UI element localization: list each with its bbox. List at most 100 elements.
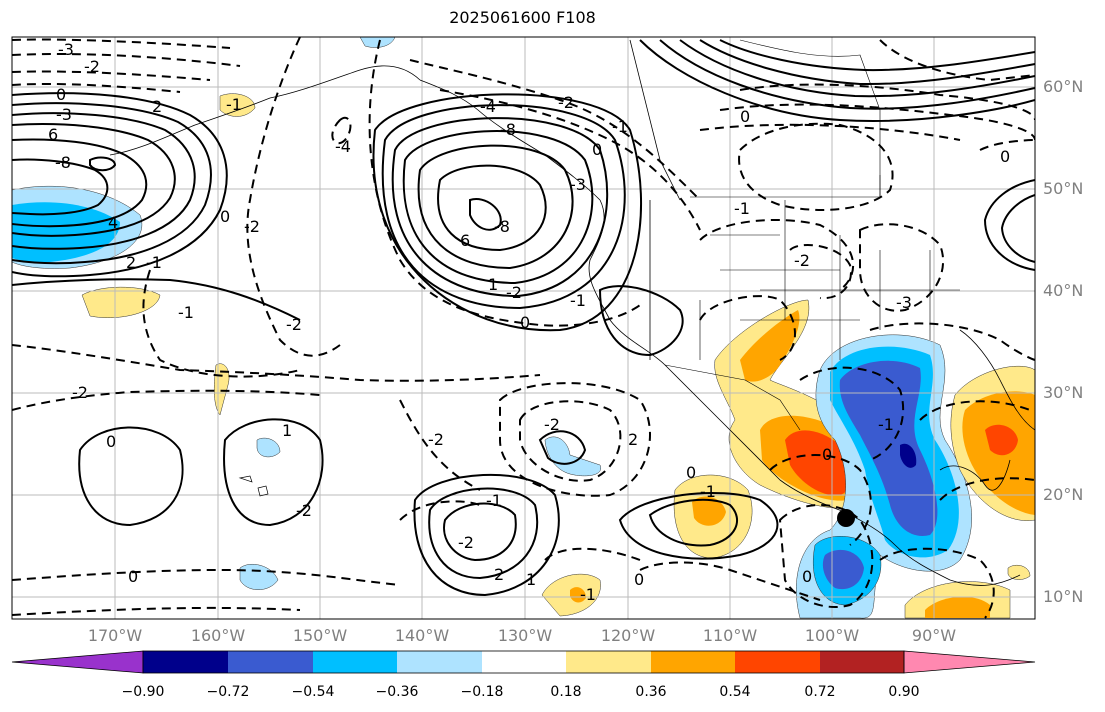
contours-solid xyxy=(12,39,1035,597)
contour-label: -2 xyxy=(296,501,312,520)
colorbar-swatch xyxy=(143,651,228,673)
contour-label: -2 xyxy=(794,251,810,270)
contour-label: 2 xyxy=(494,565,504,584)
colorbar-tick-label: −0.90 xyxy=(121,684,165,700)
contour-label: 2 xyxy=(628,430,638,449)
contour-label: -8 xyxy=(55,153,71,172)
contour-label: 1 xyxy=(282,421,292,440)
lat-label: 20°N xyxy=(1043,485,1084,504)
contour-label: 0 xyxy=(740,107,750,126)
colorbar-tick-label: 0.18 xyxy=(550,684,582,700)
shade-yellow xyxy=(1007,565,1031,580)
contour-label-group: -3 -2 0 -3 2 6 -8 4 2 -1 -1 -4 -2 -1 0 -… xyxy=(48,40,1010,604)
contour-label: 0 xyxy=(802,567,812,586)
colorbar-swatch xyxy=(228,651,313,673)
lon-label: 90°W xyxy=(911,626,957,645)
colorbar-swatch xyxy=(820,651,904,673)
contour-label: -1 xyxy=(226,95,242,114)
lon-label: 150°W xyxy=(292,626,348,645)
contour-label: 0 xyxy=(56,85,66,104)
contour-label: 1 xyxy=(488,275,498,294)
contour-label: 0 xyxy=(106,432,116,451)
contour-label: 2 xyxy=(126,253,136,272)
contour-label: 2 xyxy=(152,97,162,116)
lon-label: 130°W xyxy=(497,626,553,645)
contour-label: -1 xyxy=(178,303,194,322)
shade-light-blue xyxy=(544,436,602,477)
map-frame xyxy=(11,36,1036,620)
shade-red xyxy=(985,424,1018,456)
contour-label: 4 xyxy=(108,213,118,232)
contour-label: -3 xyxy=(896,293,912,312)
colorbar-max-extension xyxy=(903,650,1036,674)
lat-label: 40°N xyxy=(1043,281,1084,300)
lat-label: 30°N xyxy=(1043,383,1084,402)
contour-label: -4 xyxy=(335,137,351,156)
colorbar-tick-label: 0.36 xyxy=(635,684,667,700)
shade-red xyxy=(785,430,853,496)
contour-label: 6 xyxy=(460,231,470,250)
contour-label: -2 xyxy=(84,57,100,76)
colorbar-tick-label: −0.36 xyxy=(375,684,419,700)
shade-light-blue xyxy=(239,564,279,590)
shade-orange xyxy=(570,587,586,603)
shade-medium-blue xyxy=(822,549,864,590)
colorbar-tick-label: 0.54 xyxy=(719,684,751,700)
contour-label: -2 xyxy=(544,415,560,434)
contour-label: -3 xyxy=(58,40,74,59)
lon-label: 160°W xyxy=(190,626,246,645)
colorbar-frame xyxy=(142,650,905,674)
contour-label: 0 xyxy=(592,140,602,159)
contour-label: 1 xyxy=(526,570,536,589)
lat-label: 60°N xyxy=(1043,77,1084,96)
contours-dashed xyxy=(12,37,1035,619)
contour-label: -1 xyxy=(700,482,716,501)
shade-light-blue xyxy=(256,437,281,458)
contour-label: 0 xyxy=(128,567,138,586)
shade-dark-blue xyxy=(900,443,917,468)
lon-label: 110°W xyxy=(702,626,758,645)
shade-yellow xyxy=(81,286,161,319)
contour-label: -2 xyxy=(558,93,574,112)
contour-label: 0 xyxy=(220,207,230,226)
contour-label: -2 xyxy=(506,283,522,302)
colorbar-tick-label: −0.72 xyxy=(206,684,250,700)
contour-label: -1 xyxy=(570,291,586,310)
contour-label: -1 xyxy=(486,491,502,510)
lon-label: 140°W xyxy=(394,626,450,645)
contour-label: -1 xyxy=(612,117,628,136)
contour-label: -2 xyxy=(286,315,302,334)
contour-label: -3 xyxy=(56,105,72,124)
contour-label: 0 xyxy=(1000,147,1010,166)
colorbar-swatch xyxy=(566,651,651,673)
contour-label: -2 xyxy=(428,430,444,449)
colorbar-tick-label: 0.72 xyxy=(804,684,836,700)
shade-orange xyxy=(692,496,726,526)
contour-label: -8 xyxy=(494,217,510,236)
lat-label: 50°N xyxy=(1043,179,1084,198)
contour-label: -3 xyxy=(570,175,586,194)
contour-label: -1 xyxy=(580,585,596,604)
colorbar-swatch xyxy=(397,651,482,673)
colorbar-tick-label: −0.54 xyxy=(291,684,335,700)
location-marker-dot xyxy=(837,509,855,527)
contour-label: 0 xyxy=(520,313,530,332)
colorbar-min-extension xyxy=(11,650,144,674)
contour-label: -1 xyxy=(146,253,162,272)
shade-light-blue xyxy=(359,37,396,48)
colorbar xyxy=(11,650,1036,674)
shade-yellow xyxy=(219,93,256,117)
colorbar-swatch xyxy=(313,651,397,673)
hawaii-islands xyxy=(238,475,269,497)
lon-label: 120°W xyxy=(600,626,656,645)
shade-orange xyxy=(925,596,990,618)
lat-label: 10°N xyxy=(1043,587,1084,606)
contour-label: 0 xyxy=(686,463,696,482)
contour-label: -1 xyxy=(878,415,894,434)
lon-label: 100°W xyxy=(804,626,860,645)
map-title: 2025061600 F108 xyxy=(449,8,596,27)
contour-label: 0 xyxy=(634,570,644,589)
contour-label: -2 xyxy=(458,533,474,552)
colorbar-tick-label: 0.90 xyxy=(888,684,920,700)
